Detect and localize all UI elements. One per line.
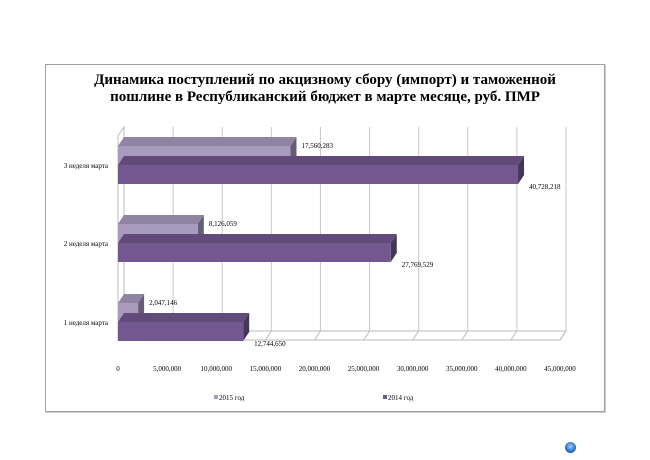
globe-logo-icon — [565, 442, 576, 453]
x-tick-label: 15,000,000 — [250, 365, 282, 373]
floor-tick — [363, 330, 370, 341]
bar-side — [243, 313, 250, 341]
legend-label: 2015 год — [219, 394, 245, 402]
x-tick-label: 30,000,000 — [397, 365, 429, 373]
x-tick-label: 45,000,000 — [544, 365, 576, 373]
data-label: 2,047,146 — [149, 299, 178, 307]
bar-side — [390, 234, 397, 262]
data-label: 27,769,529 — [402, 261, 434, 269]
bar-top — [118, 215, 204, 224]
bar-2014 год — [118, 165, 519, 184]
data-label: 8,126,059 — [209, 220, 238, 228]
bar-2014 год — [118, 243, 391, 262]
bar-top — [118, 294, 145, 303]
floor-tick — [264, 330, 272, 341]
title-line-2: пошлине в Республиканский бюджет в марте… — [110, 89, 540, 105]
x-tick-label: 5,000,000 — [153, 365, 182, 373]
data-label: 17,560,283 — [301, 142, 333, 150]
x-tick-label: 0 — [116, 365, 120, 373]
bar-2014 год — [118, 322, 244, 341]
x-tick-label: 40,000,000 — [495, 365, 527, 373]
chart-title: Динамика поступлений по акцизному сбору … — [45, 72, 605, 106]
bar-top — [118, 156, 525, 165]
bar-top — [118, 313, 250, 322]
data-label: 12,744,650 — [254, 340, 286, 348]
legend-label: 2014 год — [388, 394, 414, 402]
bar-side — [518, 156, 525, 184]
floor-tick — [461, 330, 469, 341]
x-tick-label: 35,000,000 — [446, 365, 478, 373]
bar-top — [118, 234, 397, 243]
floor-tick — [559, 330, 567, 341]
floor-tick — [412, 330, 420, 341]
x-tick-label: 20,000,000 — [299, 365, 331, 373]
category-label: 1 неделя марта — [64, 319, 109, 327]
floor-tick — [510, 330, 518, 341]
legend-swatch — [214, 395, 218, 399]
category-label: 3 неделя марта — [64, 162, 109, 170]
data-label: 40,728,218 — [529, 183, 561, 191]
legend-swatch — [383, 395, 387, 399]
bar-top — [118, 137, 297, 146]
floor-tick — [314, 330, 321, 341]
title-line-1: Динамика поступлений по акцизному сбору … — [94, 72, 556, 88]
x-tick-label: 25,000,000 — [348, 365, 380, 373]
x-tick-label: 10,000,000 — [200, 365, 232, 373]
category-label: 2 неделя марта — [64, 240, 109, 248]
